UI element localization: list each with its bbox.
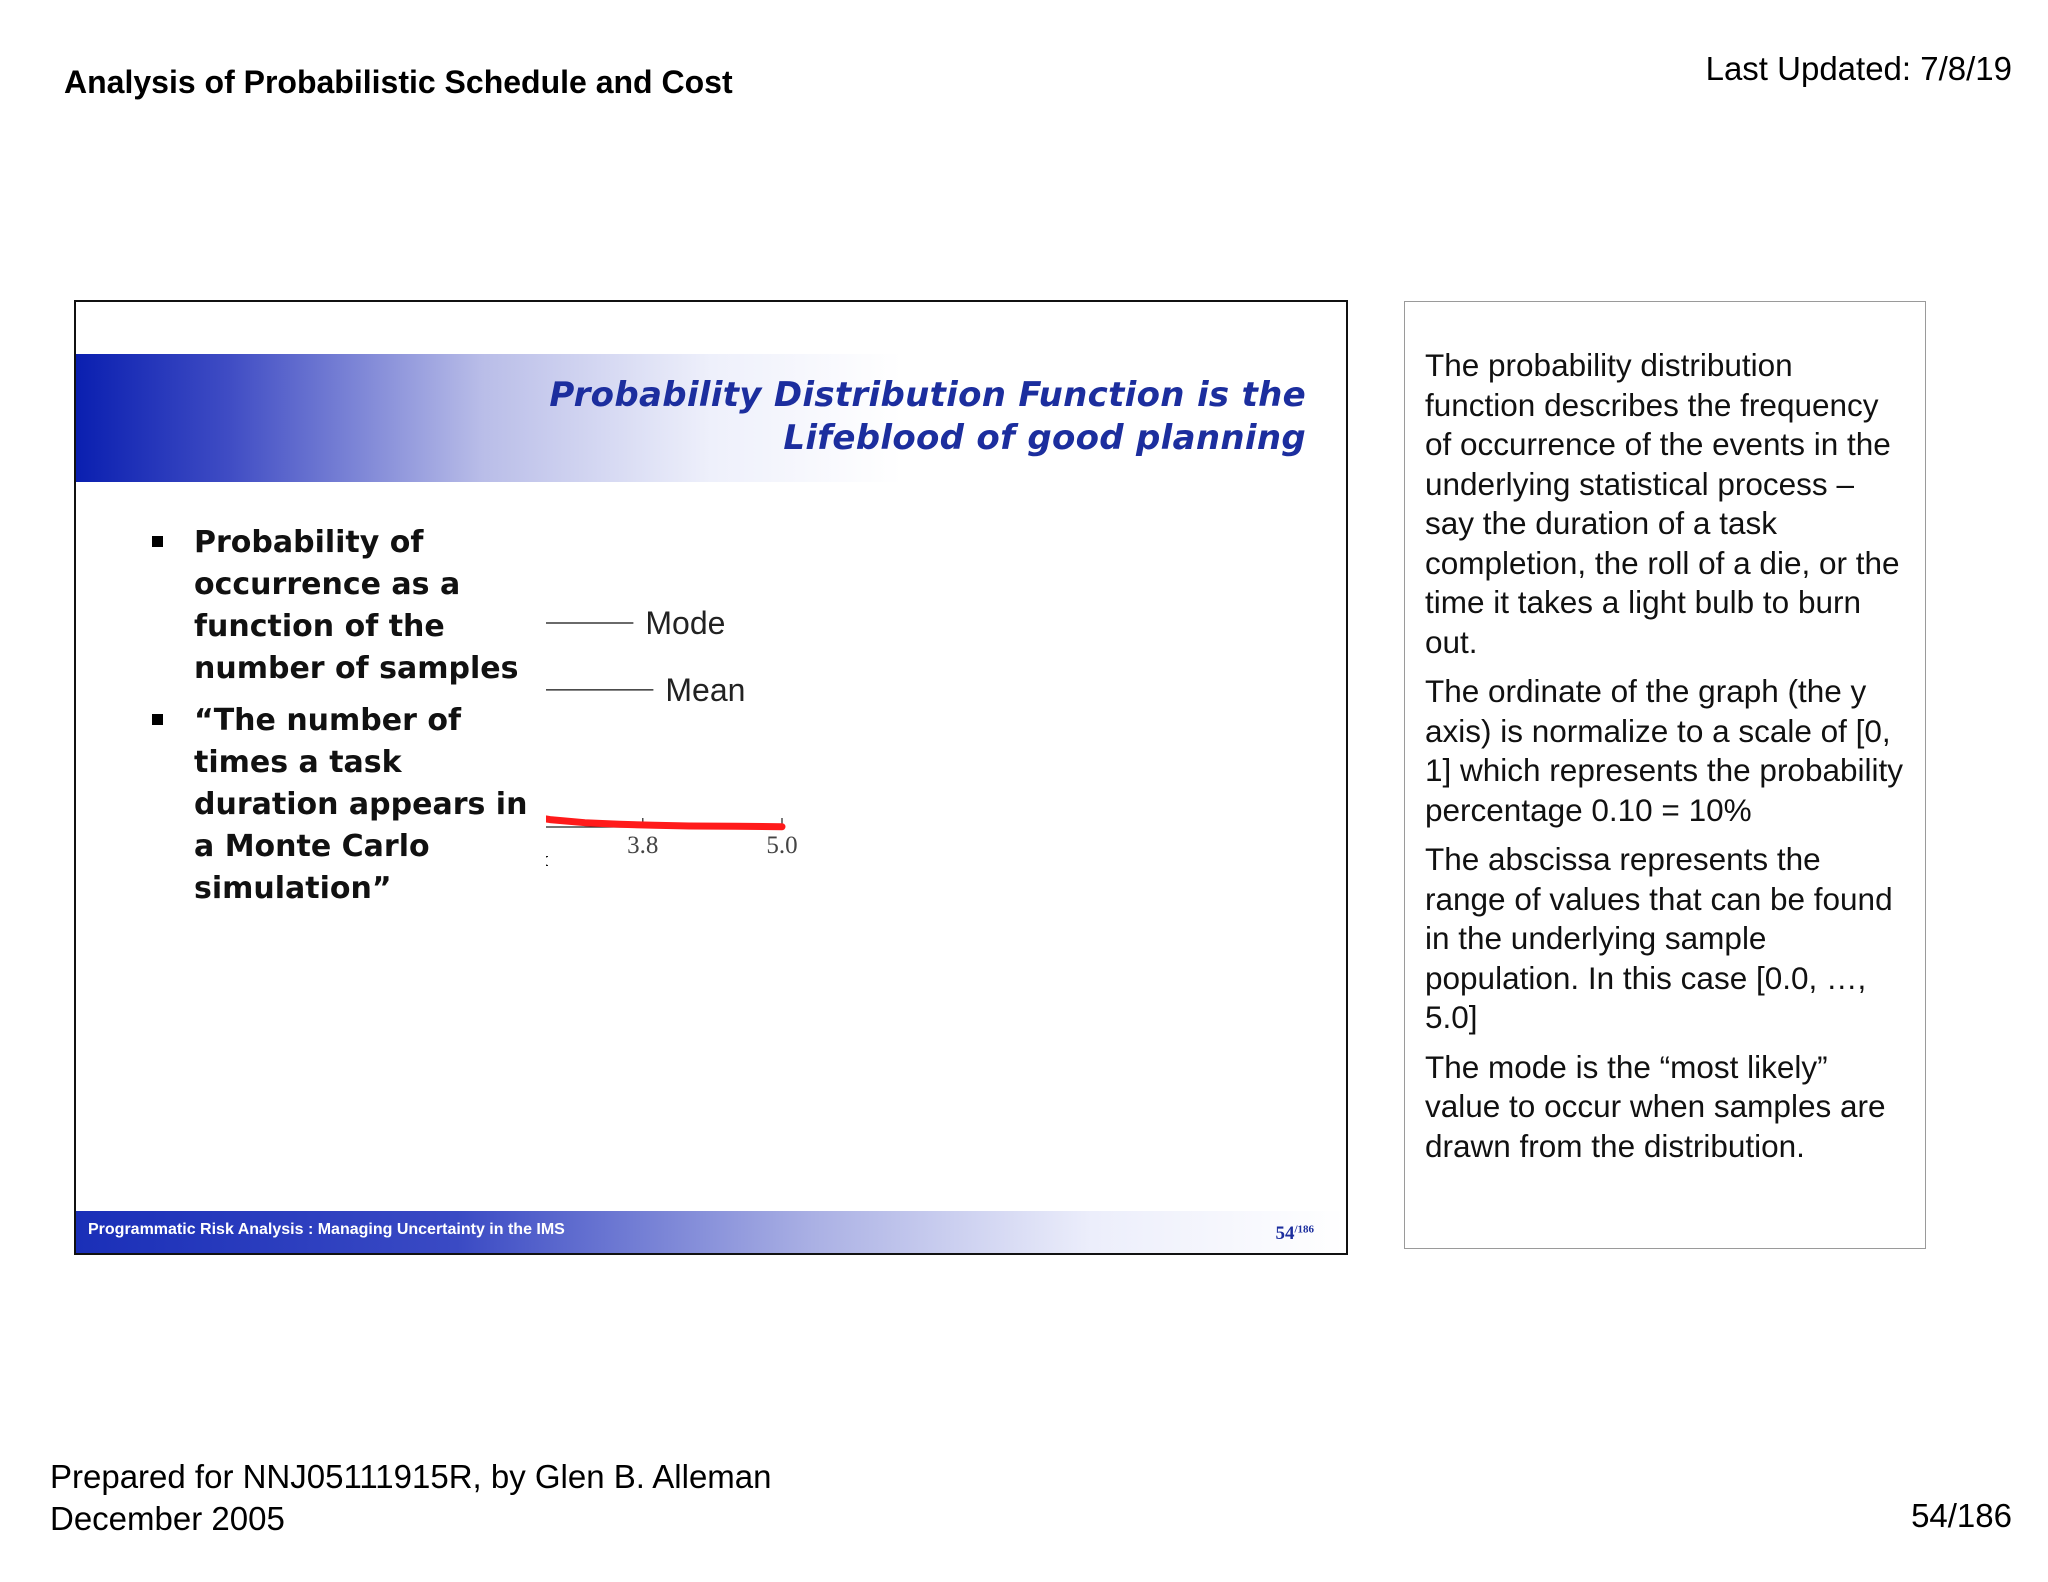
slide-bullet-list: Probability of occurrence as a function … [148,522,548,920]
slide-page-number: 54/186 [1275,1223,1314,1245]
notes-paragraph: The probability distribution function de… [1425,347,1900,660]
marker-label: Mode [645,605,725,641]
slide-footer-label: Programmatic Risk Analysis : Managing Un… [88,1221,565,1238]
marker-label: Mean [665,672,745,708]
notes-panel: The probability distribution function de… [1404,301,1926,1249]
notes-paragraph: The mode is the “most likely” value to o… [1425,1048,1886,1164]
slide-title-line-2: Lifeblood of good planning [783,418,1306,458]
prepared-by: Prepared for NNJ05111915R, by Glen B. Al… [50,1456,772,1540]
slide-title-banner [76,354,1346,482]
x-tick-label: 3.8 [627,832,658,859]
slide-image: Probability Distribution Function is the… [74,300,1348,1255]
bullet-item: “The number of times a task duration app… [148,700,548,910]
slide-title-line-1: Probability Distribution Function is the [549,375,1306,415]
prepared-date: December 2005 [50,1500,285,1537]
x-tick-label: 5.0 [766,832,797,859]
slide-footer-bar: Programmatic Risk Analysis : Managing Un… [76,1211,1346,1253]
notes-paragraph: The ordinate of the graph (the y axis) i… [1425,673,1904,828]
notes-paragraph: The abscissa represents the range of val… [1425,841,1893,1035]
pdf-chart: 0.01.32.53.85.00.00.9Probability10%50%90… [546,605,798,1162]
document-title: Analysis of Probabilistic Schedule and C… [64,64,733,100]
prepared-by-line: Prepared for NNJ05111915R, by Glen B. Al… [50,1458,772,1495]
last-updated-date: Last Updated: 7/8/19 [1705,50,2012,87]
slide-title: Probability Distribution Function is the… [549,374,1306,460]
bullet-item: Probability of occurrence as a function … [148,522,548,690]
slide-page-current: 54 [1275,1223,1295,1244]
document-page-number: 54/186 [1911,1497,2012,1534]
slide-page-total: /186 [1294,1223,1314,1236]
pdf-curve [546,815,786,831]
